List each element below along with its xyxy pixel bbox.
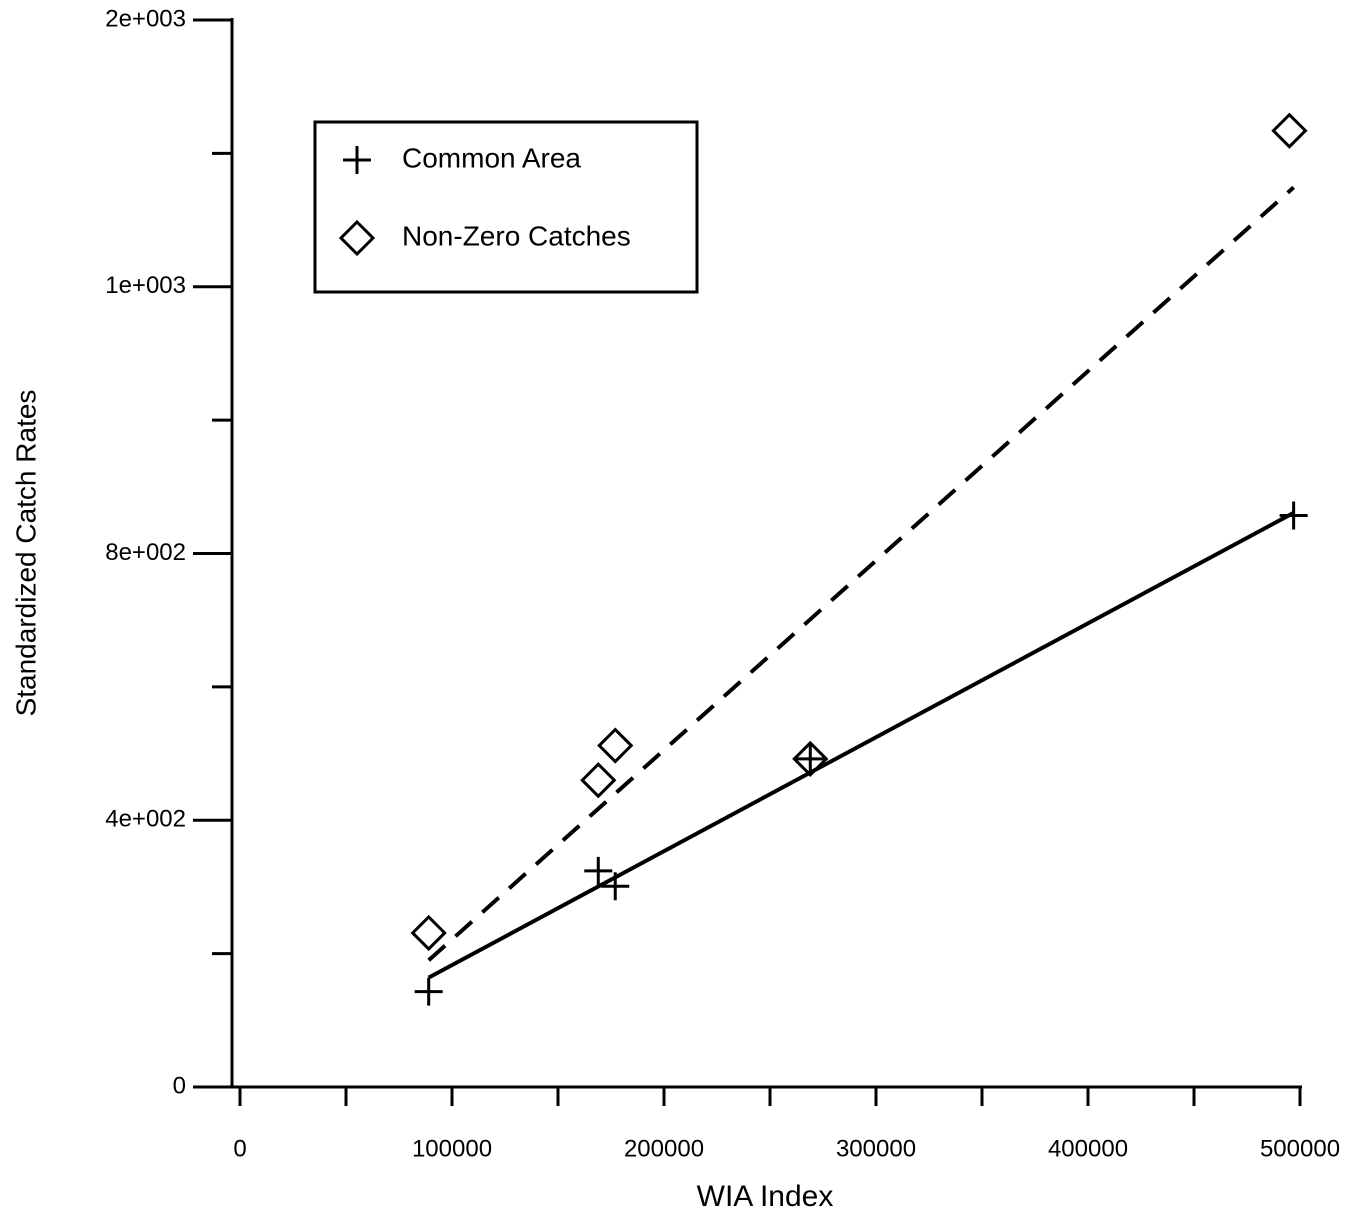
x-tick-label: 100000 [412,1135,492,1162]
y-axis-label: Standardized Catch Rates [10,390,41,717]
y-tick-label: 0 [173,1072,186,1099]
plus-marker [1279,501,1308,530]
y-tick-label: 1e+003 [105,272,186,299]
fit-line [427,511,1295,980]
x-tick-label: 400000 [1048,1135,1128,1162]
plus-marker [601,872,630,901]
x-tick-label: 200000 [624,1135,704,1162]
x-tick-label: 300000 [836,1135,916,1162]
diamond-marker [597,727,634,764]
diamond-marker [410,914,447,952]
y-tick-label: 2e+003 [105,5,186,32]
plus-marker [414,977,443,1006]
diamond-marker [792,740,829,778]
diamond-marker [338,219,376,257]
plus-marker [796,744,825,773]
plus-marker [584,856,613,885]
y-tick-label: 4e+002 [105,806,186,833]
legend-box [313,120,699,294]
legend-label: Non-Zero Catches [402,220,631,251]
plus-marker [343,146,371,174]
x-axis-label: WIA Index [697,1180,834,1213]
fit-line [427,185,1295,962]
x-tick-label: 0 [233,1135,246,1162]
y-tick-label: 8e+002 [105,539,186,566]
legend-label: Common Area [402,142,581,173]
x-tick-label: 500000 [1260,1135,1340,1162]
diamond-marker [1271,112,1308,149]
diamond-marker [580,762,617,799]
